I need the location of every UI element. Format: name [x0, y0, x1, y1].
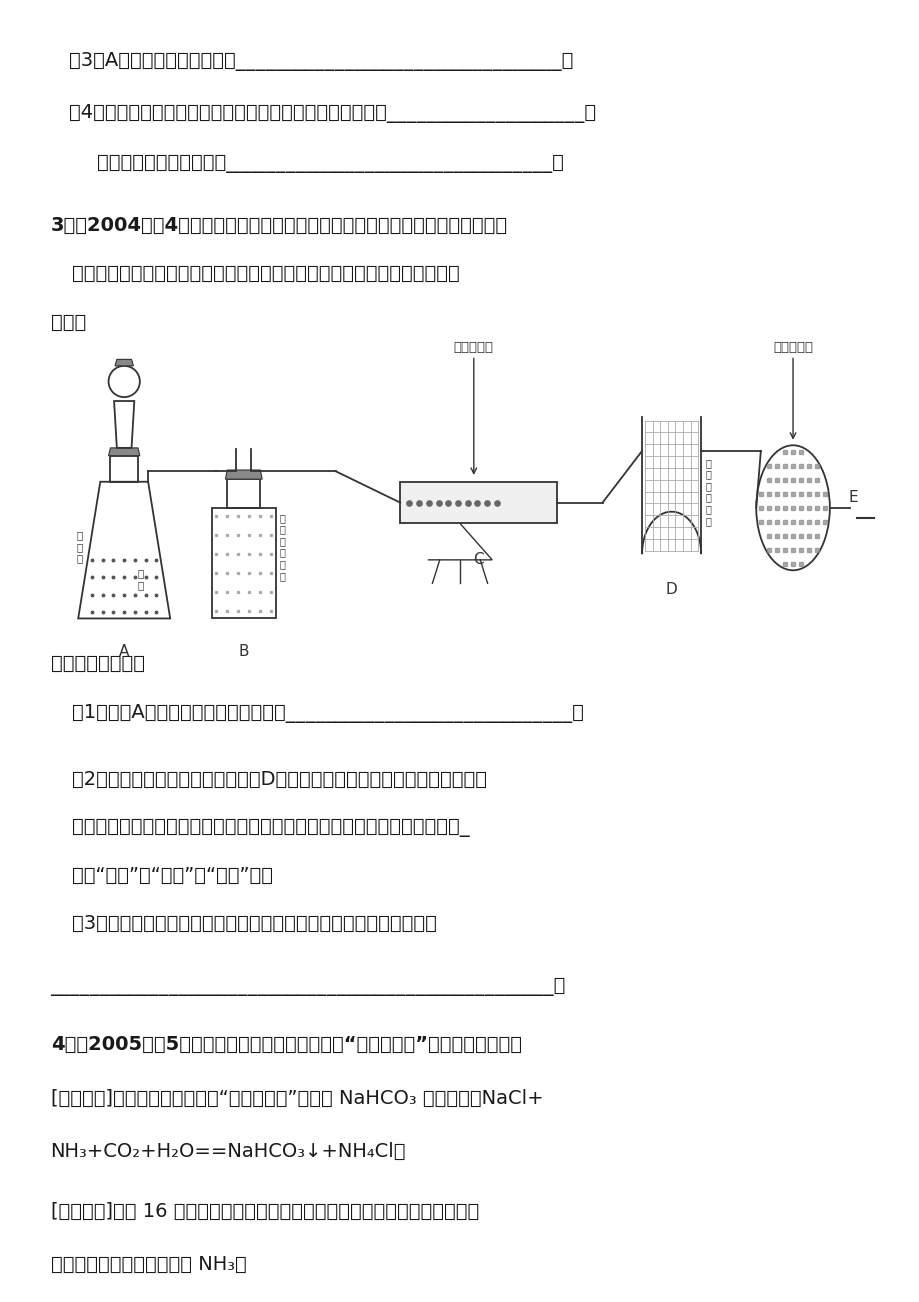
Text: （其中的杂质不参与反应）中氧化铁的质量分数，设计了如下图所示的实验: （其中的杂质不参与反应）中氧化铁的质量分数，设计了如下图所示的实验 — [72, 264, 459, 284]
Text: C: C — [472, 552, 483, 568]
Text: （2）小峰同学通过称量反应前、后D部分的质量，来计算试样中氧化铁的质量: （2）小峰同学通过称量反应前、后D部分的质量，来计算试样中氧化铁的质量 — [72, 769, 486, 789]
Text: 氢
氧
化
钠
溶
液: 氢 氧 化 钠 溶 液 — [279, 513, 285, 581]
Text: 装置。: 装置。 — [51, 312, 85, 332]
Text: 浓氨水遇生石灰产生大量的 NH₃。: 浓氨水遇生石灰产生大量的 NH₃。 — [51, 1255, 246, 1275]
Polygon shape — [108, 448, 140, 456]
Text: 氧化铁试样: 氧化铁试样 — [453, 341, 494, 354]
Polygon shape — [225, 470, 262, 479]
Text: 分数，若按这一方案进行实验并记录数据，则计算出的结果和实际值相比将_: 分数，若按这一方案进行实验并记录数据，则计算出的结果和实际值相比将_ — [72, 818, 469, 837]
Text: （填“偏大”、“偏小”或“相同”）。: （填“偏大”、“偏小”或“相同”）。 — [72, 866, 272, 885]
Polygon shape — [115, 359, 133, 366]
Text: [实验验证]如图 16 时该学习小组进行模拟实验时所用到的部分主要装置。已知: [实验验证]如图 16 时该学习小组进行模拟实验时所用到的部分主要装置。已知 — [51, 1202, 478, 1221]
Text: NH₃+CO₂+H₂O==NaHCO₃↓+NH₄Cl。: NH₃+CO₂+H₂O==NaHCO₃↓+NH₄Cl。 — [51, 1142, 405, 1161]
FancyBboxPatch shape — [400, 482, 556, 523]
Text: B: B — [238, 644, 249, 660]
Text: ___________________________________________________。: ________________________________________… — [51, 976, 565, 996]
Text: D: D — [665, 582, 676, 598]
Text: 铁
屑: 铁 屑 — [138, 569, 143, 590]
Text: （4）该套实验装置从环境保护的角度考虑可能存在的不足是____________________，: （4）该套实验装置从环境保护的角度考虑可能存在的不足是_____________… — [69, 104, 596, 124]
Text: 3、（2004）（4分）某化学探究活动小组的小峰同学为了测定某不纯氧化铁试样: 3、（2004）（4分）某化学探究活动小组的小峰同学为了测定某不纯氧化铁试样 — [51, 216, 507, 236]
Text: （3）对于小峰同学设计的这个实验方案，谈谈你的评价意见和建议：: （3）对于小峰同学设计的这个实验方案，谈谈你的评价意见和建议： — [72, 914, 437, 934]
Text: 氯
化
钙
干
燥
剂: 氯 化 钙 干 燥 剂 — [705, 458, 710, 526]
Text: 稀
盐
酸: 稀 盐 酸 — [77, 530, 83, 564]
Text: （3）A中澄清石灰水的作用是_________________________________。: （3）A中澄清石灰水的作用是__________________________… — [69, 52, 573, 72]
Text: （1）写出A中发生反应的化学方程式：_____________________________。: （1）写出A中发生反应的化学方程式：______________________… — [72, 704, 583, 724]
Text: [提出问题]能否在实验室中模拟“侯氏制碗法”中制取 NaHCO₃ 的过程呢？NaCl+: [提出问题]能否在实验室中模拟“侯氏制碗法”中制取 NaHCO₃ 的过程呢？Na… — [51, 1088, 542, 1108]
Text: 试回答下列问题：: 试回答下列问题： — [51, 654, 144, 673]
Text: 4、（2005）（5分）某研究性学习小组学习工业“侯氏制碗法”的原理后，知道：: 4、（2005）（5分）某研究性学习小组学习工业“侯氏制碗法”的原理后，知道： — [51, 1035, 521, 1055]
Text: A: A — [119, 644, 130, 660]
Text: 无水氯化钙: 无水氯化钙 — [772, 341, 812, 354]
Text: E: E — [847, 490, 857, 505]
Text: 你提出的合理处理建议是_________________________________。: 你提出的合理处理建议是_____________________________… — [96, 154, 562, 173]
